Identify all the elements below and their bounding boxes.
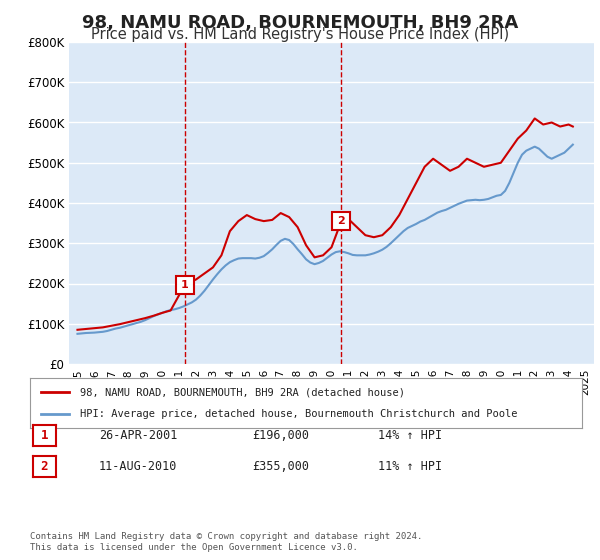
Text: 2: 2 [41, 460, 48, 473]
Text: 11-AUG-2010: 11-AUG-2010 [99, 460, 178, 473]
Text: £196,000: £196,000 [252, 429, 309, 442]
Text: 98, NAMU ROAD, BOURNEMOUTH, BH9 2RA (detached house): 98, NAMU ROAD, BOURNEMOUTH, BH9 2RA (det… [80, 387, 404, 397]
Text: 98, NAMU ROAD, BOURNEMOUTH, BH9 2RA: 98, NAMU ROAD, BOURNEMOUTH, BH9 2RA [82, 14, 518, 32]
Text: 1: 1 [181, 280, 188, 290]
Text: 14% ↑ HPI: 14% ↑ HPI [378, 429, 442, 442]
Text: 1: 1 [41, 429, 48, 442]
Text: 2: 2 [337, 216, 345, 226]
Text: HPI: Average price, detached house, Bournemouth Christchurch and Poole: HPI: Average price, detached house, Bour… [80, 409, 517, 419]
Text: Contains HM Land Registry data © Crown copyright and database right 2024.
This d: Contains HM Land Registry data © Crown c… [30, 532, 422, 552]
Text: 26-APR-2001: 26-APR-2001 [99, 429, 178, 442]
Text: 11% ↑ HPI: 11% ↑ HPI [378, 460, 442, 473]
Text: Price paid vs. HM Land Registry's House Price Index (HPI): Price paid vs. HM Land Registry's House … [91, 27, 509, 42]
Text: £355,000: £355,000 [252, 460, 309, 473]
